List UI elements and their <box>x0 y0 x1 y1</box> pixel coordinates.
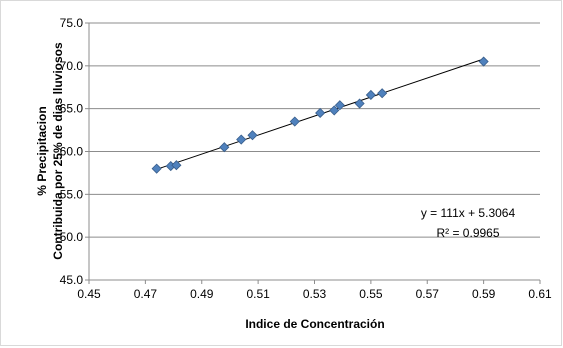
y-tick-label: 65.0 <box>60 102 84 116</box>
x-axis-title: Indice de Concentración <box>245 317 384 331</box>
trendline-equation: y = 111x + 5.3064 <box>421 206 516 220</box>
data-point <box>247 130 258 141</box>
tick-labels: 45.0 50.0 55.0 60.0 65.0 70.0 75.0 0.45 0.47 0.49… <box>60 16 552 301</box>
data-point <box>151 163 162 174</box>
data-point <box>236 134 247 145</box>
y-tick-label: 75.0 <box>60 16 84 30</box>
y-tick-label: 45.0 <box>60 273 84 287</box>
y-tick-label: 55.0 <box>60 187 84 201</box>
y-tick-label: 70.0 <box>60 59 84 73</box>
x-tick-label: 0.45 <box>77 287 101 301</box>
y-axis-title-line-1: % Precipitacion <box>35 106 49 195</box>
y-tick-label: 50.0 <box>60 230 84 244</box>
data-point <box>478 56 489 67</box>
data-point <box>171 160 182 171</box>
data-point <box>315 107 326 119</box>
data-point <box>354 98 365 109</box>
x-tick-label: 0.49 <box>190 287 214 301</box>
x-tick-label: 0.51 <box>246 287 270 301</box>
x-tick-label: 0.57 <box>416 287 440 301</box>
data-point <box>289 116 300 127</box>
x-tick-label: 0.53 <box>303 287 327 301</box>
trendline-r-squared: R² = 0.9965 <box>436 226 499 240</box>
axes <box>85 22 541 284</box>
data-point <box>377 88 388 99</box>
data-point <box>365 89 376 101</box>
data-point <box>219 142 230 153</box>
y-tick-label: 60.0 <box>60 145 84 159</box>
x-tick-label: 0.61 <box>528 287 552 301</box>
data-point <box>329 105 340 116</box>
grid-lines <box>89 22 540 281</box>
x-tick-label: 0.59 <box>472 287 496 301</box>
x-tick-label: 0.55 <box>359 287 383 301</box>
data-points <box>151 56 489 174</box>
y-axis-title-line-2: Contribuida por 25% de dias lluviosos <box>51 42 65 260</box>
data-point <box>334 100 345 111</box>
x-tick-label: 0.47 <box>134 287 158 301</box>
